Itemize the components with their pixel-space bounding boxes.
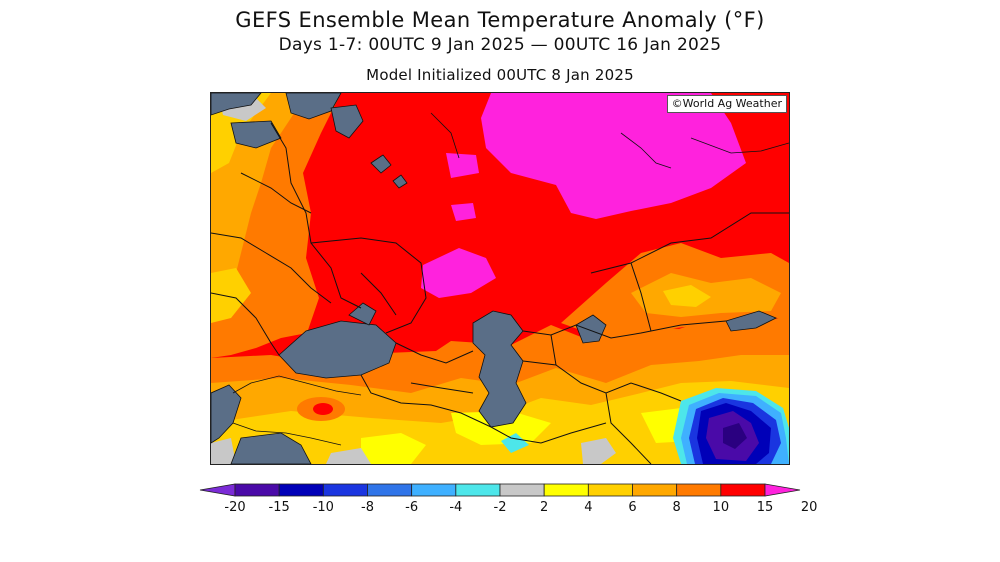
legend-tick-label: -6 xyxy=(405,500,418,515)
anomaly-map: ©World Ag Weather xyxy=(210,92,790,465)
legend-swatch xyxy=(764,483,801,497)
legend-swatch xyxy=(499,483,545,497)
mediterranean-sea xyxy=(230,432,312,464)
country-borders xyxy=(211,122,789,464)
model-init-time: Model Initialized 00UTC 8 Jan 2025 xyxy=(366,66,634,84)
legend-tick-label: 4 xyxy=(584,500,592,515)
caspian-sea xyxy=(472,310,527,428)
baltic-sea xyxy=(230,120,282,149)
color-scale-legend: -20 -15 -10 -8 -6 -4 -2 2 4 6 8 10 15 20 xyxy=(199,482,817,522)
cold-anomaly-area xyxy=(673,388,789,464)
legend-tick-label: -2 xyxy=(494,500,507,515)
legend-swatch xyxy=(278,483,324,497)
legend-tick-label: -15 xyxy=(269,500,290,515)
legend-tick-label: -20 xyxy=(224,500,245,515)
legend-tick-label: -10 xyxy=(313,500,334,515)
legend-swatch xyxy=(632,483,678,497)
lake-balkhash xyxy=(725,310,777,332)
coastlines xyxy=(232,112,789,446)
norwegian-sea xyxy=(211,93,262,116)
water-bodies xyxy=(211,93,777,464)
legend-tick-label: -8 xyxy=(361,500,374,515)
black-sea xyxy=(278,320,397,379)
legend-swatch xyxy=(455,483,501,497)
lake-onega xyxy=(392,174,408,189)
watermark: ©World Ag Weather xyxy=(666,95,787,113)
aral-sea xyxy=(575,314,607,344)
legend-tick-label: 6 xyxy=(628,500,636,515)
legend-tick-label: 10 xyxy=(713,500,730,515)
white-sea xyxy=(285,93,342,120)
lake-ladoga xyxy=(370,154,392,174)
legend-swatch xyxy=(322,483,368,497)
legend-swatch xyxy=(234,483,280,497)
anomaly-field-20-plus xyxy=(421,93,746,298)
legend-swatch xyxy=(411,483,457,497)
legend-swatch xyxy=(587,483,633,497)
legend-tick-label: -4 xyxy=(449,500,462,515)
legend-tick-label: 20 xyxy=(801,500,818,515)
legend-swatch xyxy=(720,483,766,497)
map-title: GEFS Ensemble Mean Temperature Anomaly (… xyxy=(235,8,765,32)
legend-swatch xyxy=(367,483,413,497)
legend-tick-label: 2 xyxy=(540,500,548,515)
gulf-of-bothnia xyxy=(330,104,364,139)
legend-swatch xyxy=(676,483,722,497)
legend-swatch xyxy=(199,483,236,497)
legend-tick-label: 8 xyxy=(673,500,681,515)
legend-tick-label: 15 xyxy=(757,500,774,515)
legend-swatch xyxy=(543,483,589,497)
forecast-period: Days 1-7: 00UTC 9 Jan 2025 — 00UTC 16 Ja… xyxy=(278,35,722,55)
